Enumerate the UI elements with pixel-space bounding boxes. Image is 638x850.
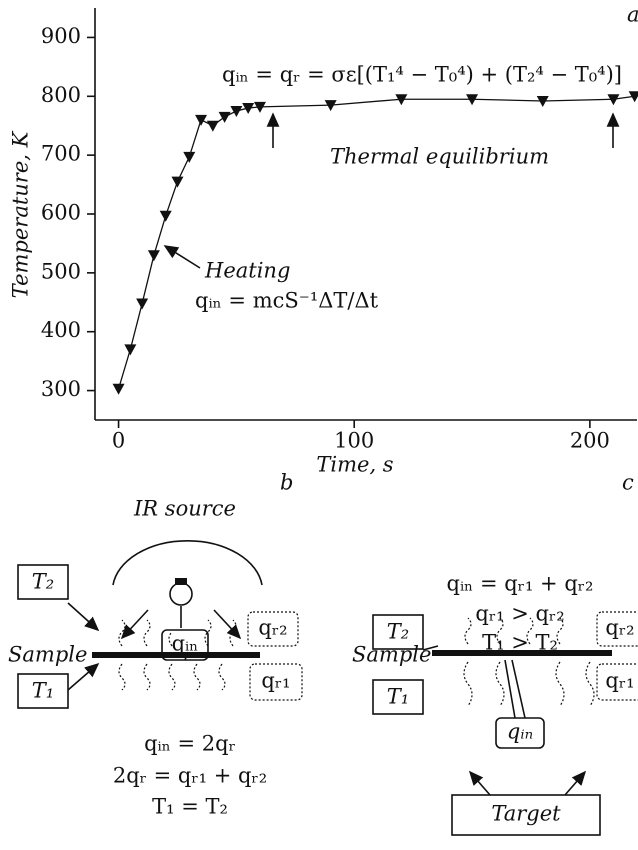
data-point: [628, 91, 638, 103]
equation: qᵢₙ = qᵣ₁ + qᵣ₂: [447, 572, 594, 596]
data-point: [183, 151, 196, 163]
label: T₂: [387, 620, 409, 644]
arrow: [120, 609, 149, 640]
bulb-base: [175, 578, 187, 585]
sample-bar: [432, 650, 612, 656]
y-tick-label: 700: [41, 142, 81, 166]
label: T₁: [32, 679, 54, 703]
data-point: [159, 210, 172, 222]
panel-c: c qᵢₙ = qᵣ₁ + qᵣ₂ qᵣ₁ > qᵣ₂ T₁ > T₂ T₂ T…: [352, 471, 638, 836]
annotation: qᵢₙ = mcS⁻¹ΔT/Δt: [195, 289, 379, 313]
label: qᵣ₁: [261, 669, 290, 693]
y-axis-title: Temperature, K: [9, 130, 33, 298]
label: Target: [491, 802, 561, 826]
arrow: [468, 770, 491, 796]
data-point: [218, 111, 231, 123]
radiation: [118, 619, 237, 691]
y-tick-label: 600: [41, 201, 81, 225]
source-label: IR source: [133, 497, 236, 521]
y-tick-label: 900: [41, 24, 81, 48]
equation: qᵣ₁ > qᵣ₂: [475, 602, 564, 626]
annotation: Thermal equilibrium: [330, 145, 549, 169]
equation: qᵢₙ = 2qᵣ: [144, 732, 236, 756]
data-point: [206, 120, 219, 132]
box: [596, 663, 638, 701]
sample-bar: [92, 652, 260, 658]
x-tick-label: 100: [334, 429, 374, 453]
data-point: [324, 100, 337, 112]
data-point: [242, 103, 255, 115]
label: T₁: [387, 685, 409, 709]
label: T₂: [32, 570, 54, 594]
data-point: [395, 94, 408, 106]
label: qᵣ₂: [258, 616, 287, 640]
label: qᵢₙ: [507, 720, 533, 744]
arrow: [422, 645, 439, 651]
pointer: [504, 659, 516, 719]
y-tick-label: 800: [41, 83, 81, 107]
annotation: Heating: [204, 259, 290, 283]
label: qᵣ₂: [605, 616, 634, 640]
data-point: [124, 344, 137, 356]
label: qᵢₙ: [172, 632, 199, 656]
box: [372, 614, 424, 650]
data-point: [147, 250, 160, 262]
arrow: [67, 602, 100, 632]
box: [495, 717, 545, 749]
box: [372, 679, 424, 715]
panel-label: a: [627, 3, 638, 27]
data-point: [112, 383, 125, 395]
reflector: [112, 540, 263, 586]
bulb: [169, 582, 193, 606]
label: Sample: [352, 643, 431, 667]
arrow: [163, 245, 201, 269]
data-point: [607, 94, 620, 106]
box: [17, 564, 69, 600]
pointer: [184, 651, 189, 661]
x-tick-label: 200: [570, 429, 610, 453]
arrow: [213, 609, 242, 640]
arrow: [564, 770, 587, 796]
box: [17, 673, 69, 709]
data-point: [195, 114, 208, 126]
y-tick-label: 300: [41, 377, 81, 401]
panel-b: b IR source T₂ T₁ Sample qᵢₙ qᵣ₂ qᵣ₁ qᵢₙ…: [8, 471, 303, 819]
y-tick-label: 500: [41, 259, 81, 283]
arrow: [67, 662, 100, 691]
data-point: [253, 101, 266, 113]
data-point: [230, 106, 243, 117]
data-point: [136, 298, 149, 310]
data-point: [171, 176, 184, 188]
panel-label: b: [280, 471, 293, 495]
label: qᵣ₁: [605, 669, 634, 693]
data-point: [536, 95, 549, 107]
annotation: qᵢₙ = qᵣ = σε[(T₁⁴ − T₀⁴) + (T₂⁴ − T₀⁴)]: [222, 63, 622, 87]
box: [247, 611, 299, 647]
y-tick-label: 400: [41, 318, 81, 342]
box: [596, 611, 638, 647]
pointer: [511, 659, 526, 719]
data-point: [466, 94, 479, 106]
equation: 2qᵣ = qᵣ₁ + qᵣ₂: [113, 764, 267, 788]
x-tick-label: 0: [112, 429, 125, 453]
target: [451, 794, 601, 836]
label: Sample: [8, 643, 87, 667]
box: [249, 663, 303, 701]
x-axis-title: Time, s: [316, 453, 393, 477]
equation: T₁ = T₂: [152, 795, 228, 819]
data-line: [117, 95, 635, 389]
panel-label: c: [622, 471, 634, 495]
